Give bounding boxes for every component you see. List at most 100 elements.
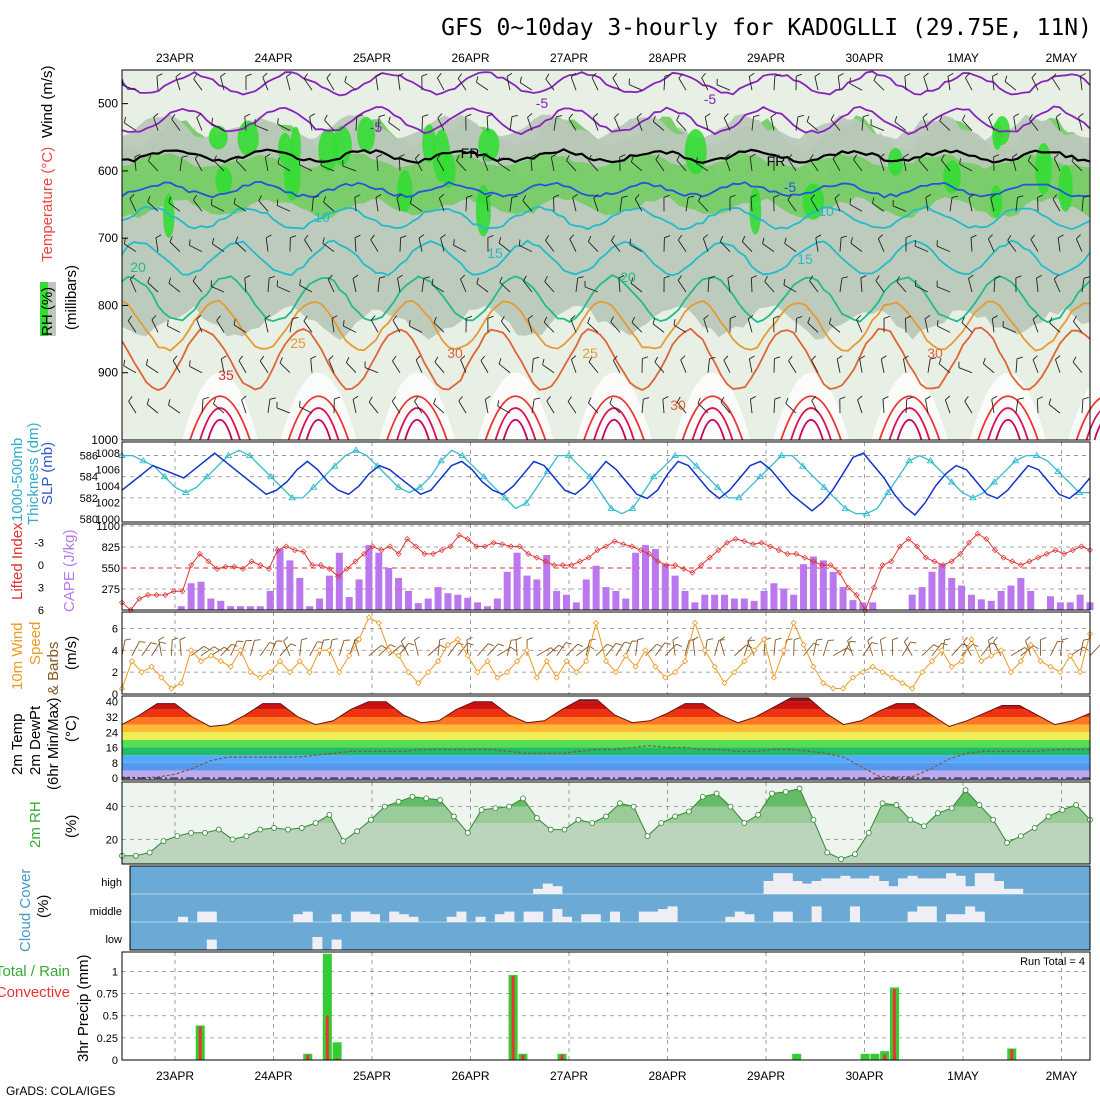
- label-thick2: Thickness (dm): [25, 422, 42, 525]
- cloud-cell: [830, 878, 841, 894]
- li-marker: [611, 538, 618, 545]
- wind-barb-flag: [466, 636, 473, 641]
- wind-marker: [593, 619, 600, 626]
- wind-barb: [397, 278, 401, 293]
- wind-barb-flag: [123, 238, 126, 245]
- wind-marker: [760, 636, 768, 643]
- wind-barb: [277, 205, 291, 212]
- wind-barb-flag: [533, 356, 540, 360]
- wind-barb: [947, 76, 951, 91]
- wind-barb: [894, 121, 907, 131]
- wind-barb-flag: [213, 646, 220, 651]
- wind-barb: [807, 322, 819, 333]
- wind-barb-flag: [1055, 355, 1061, 360]
- wind-barb: [299, 164, 313, 172]
- temp-tick-label: 16: [106, 743, 118, 755]
- wind-barb: [343, 325, 357, 333]
- cloud-cell: [552, 886, 563, 894]
- wind-barb: [375, 197, 379, 212]
- cloud-cell: [178, 916, 188, 922]
- wind-barb-flag: [939, 115, 943, 122]
- wind-barb-flag: [151, 315, 157, 321]
- wind-barb: [707, 358, 710, 373]
- wind-barb-flag: [498, 358, 502, 365]
- date-label-top: 30APR: [845, 51, 883, 65]
- cape-bar: [819, 560, 827, 610]
- wind-barb: [233, 203, 247, 212]
- cloud-cell: [475, 916, 486, 922]
- wind-barb-flag: [172, 355, 178, 361]
- wind-barb: [834, 198, 841, 212]
- wind-barb: [795, 116, 799, 131]
- wind-barb: [588, 361, 599, 374]
- wind-barb: [200, 646, 215, 657]
- wind-barb: [636, 117, 643, 131]
- cape-bar: [918, 587, 926, 610]
- wind-barb-flag: [328, 355, 334, 361]
- wind-barb: [299, 406, 313, 414]
- rh-patch: [278, 132, 293, 165]
- wind-barb-flag: [220, 72, 226, 77]
- wind-barb: [847, 640, 854, 656]
- wind-barb-flag: [856, 314, 862, 320]
- cape-bar: [780, 588, 788, 610]
- wind-barb: [747, 640, 755, 656]
- wind-barb-flag: [703, 314, 709, 320]
- wind-barb: [414, 158, 423, 172]
- wind-barb-flag: [729, 194, 736, 198]
- wind-barb-flag: [145, 359, 149, 366]
- wind-barb-flag: [331, 315, 338, 319]
- wind-barb-flag: [168, 277, 172, 284]
- cape-bar: [1076, 594, 1084, 610]
- wind-barb: [326, 77, 335, 91]
- rh-patch: [749, 187, 762, 235]
- temp-band: [122, 747, 1090, 756]
- wind-barb: [415, 359, 423, 373]
- wind-barb: [216, 320, 225, 333]
- wind-barb: [201, 399, 204, 414]
- rh-marker: [202, 829, 208, 836]
- thickness-marker: [820, 483, 828, 490]
- wind-marker: [276, 658, 284, 665]
- wind-barb: [322, 242, 335, 252]
- wind-barb: [654, 361, 665, 374]
- wind-barb-flag: [847, 636, 853, 642]
- wind-barb-flag: [235, 236, 239, 243]
- wind-barb-flag: [930, 357, 937, 360]
- precip-total-bar: [870, 1053, 880, 1060]
- cloud-cell: [562, 916, 572, 922]
- wind-barb-flag: [241, 395, 247, 401]
- wind-barb: [124, 122, 137, 131]
- wind-barb: [764, 281, 775, 293]
- y-tick-label: 600: [98, 164, 118, 178]
- wind-barb-flag: [906, 396, 913, 400]
- isotherm-20: [121, 273, 1091, 324]
- wind-barb-flag: [654, 356, 659, 363]
- rh-marker: [312, 820, 319, 826]
- wind-marker: [514, 658, 521, 665]
- thickness-marker: [735, 493, 743, 501]
- wind-barb-flag: [678, 73, 683, 79]
- cape-frame: [121, 523, 1091, 611]
- wind-barb: [663, 76, 666, 91]
- date-label-top: 2MAY: [1046, 51, 1078, 65]
- wind-barb-flag: [213, 398, 216, 405]
- li-marker: [551, 562, 558, 569]
- temp-band: [122, 755, 1090, 763]
- wind-barb-flag: [265, 153, 271, 158]
- wind-barb: [678, 77, 687, 91]
- rh-marker: [921, 823, 927, 830]
- wind-barb-flag: [1007, 235, 1012, 241]
- cloud-cell: [734, 911, 745, 922]
- wind-barb: [698, 200, 709, 212]
- rh-marker: [215, 826, 222, 833]
- wind-barb: [368, 645, 382, 657]
- wind-barb-flag: [390, 644, 396, 648]
- wind-barb-flag: [730, 315, 737, 319]
- cape-bar: [701, 594, 709, 610]
- wind-barb: [131, 641, 140, 656]
- precip-conv-bar: [335, 1058, 339, 1060]
- date-label-bottom: 29APR: [747, 1069, 785, 1083]
- cloud-cell: [821, 878, 832, 894]
